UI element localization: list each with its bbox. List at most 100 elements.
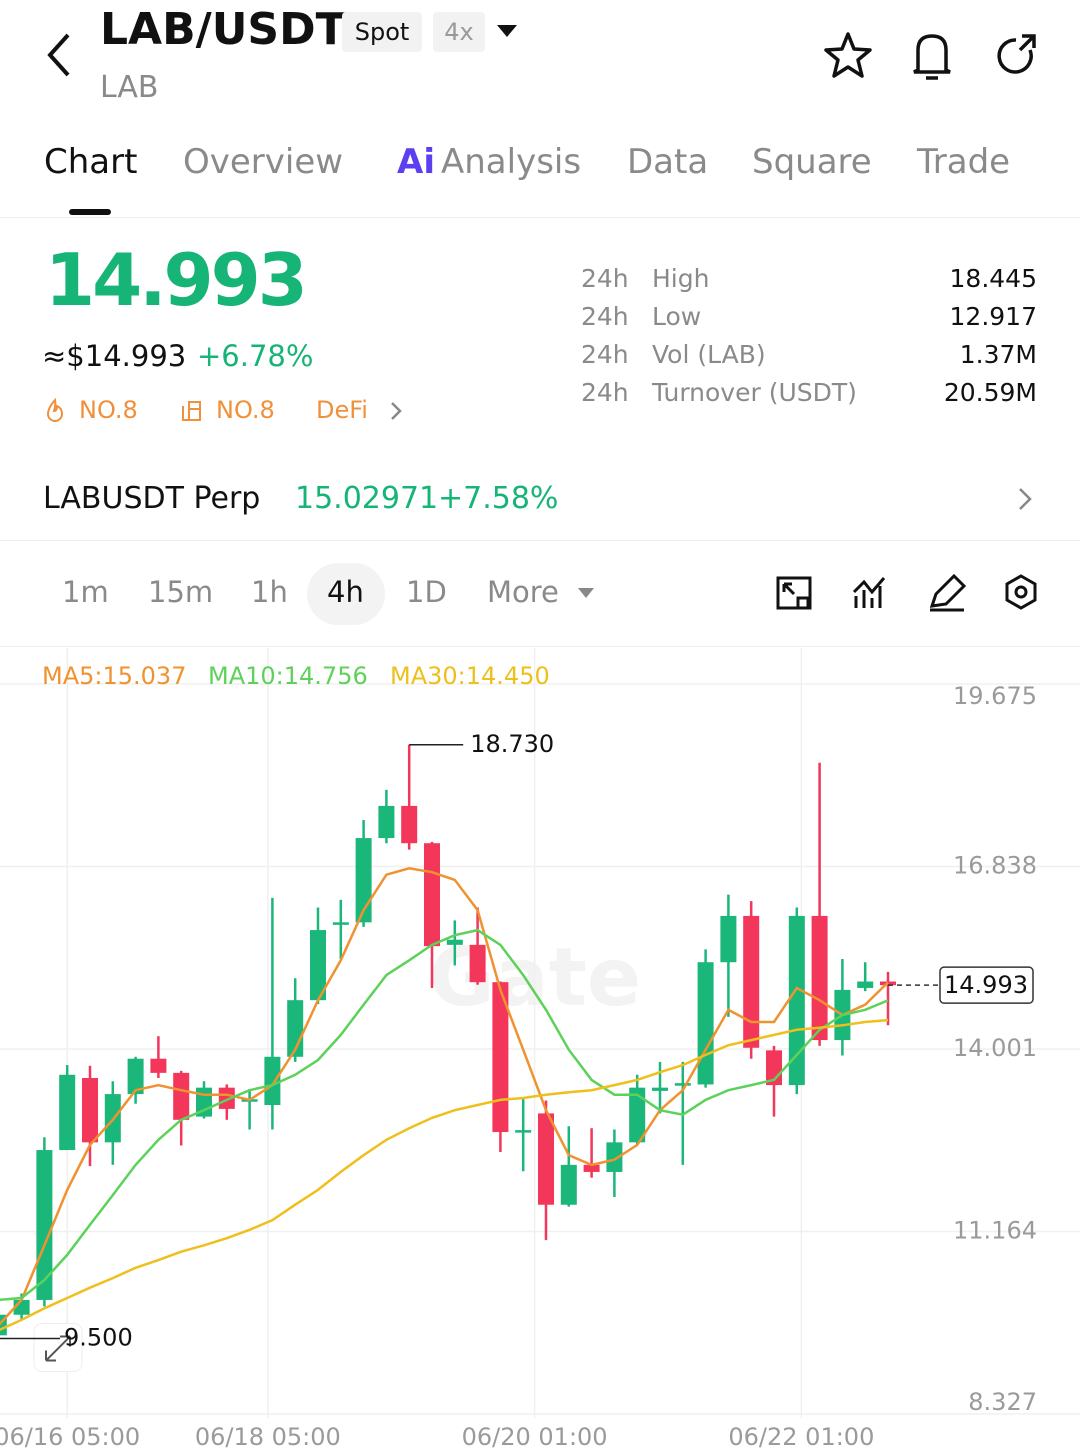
badge: 4x (433, 12, 485, 52)
divider (0, 217, 1080, 218)
candle-body (36, 1150, 53, 1300)
last-price: 14.993 (45, 238, 308, 322)
candle-body (515, 1130, 532, 1133)
fullscreen-icon[interactable] (776, 576, 812, 610)
candle-body (264, 1056, 281, 1106)
draw-icon[interactable] (929, 573, 967, 612)
tab[interactable]: Trade (917, 142, 1011, 182)
legend-entry: MA5:15.037 (42, 662, 186, 690)
annotation-label: 9.500 (64, 1324, 133, 1352)
tab[interactable]: Data (627, 142, 709, 182)
stat-value: 18.445 (949, 264, 1037, 293)
y-tick-label: 19.675 (953, 682, 1037, 710)
tab[interactable]: Chart (44, 142, 138, 182)
candle-body (0, 1314, 7, 1336)
stat-label: 24h (581, 340, 629, 369)
candle-body (492, 982, 509, 1133)
pair-subtitle: LAB (100, 70, 159, 105)
candle-body (378, 805, 395, 839)
x-tick-label: 06/20 01:00 (462, 1423, 608, 1451)
tab[interactable]: Square (752, 142, 872, 182)
candle-body (332, 922, 349, 925)
candle-body (606, 1142, 623, 1172)
share-icon[interactable] (997, 34, 1036, 74)
sector-tag[interactable]: DeFi (316, 396, 368, 424)
rank-tag[interactable]: NO.8 (216, 396, 275, 424)
perp-change: +7.58% (438, 481, 559, 516)
candle-body (446, 939, 463, 945)
pair-title: LAB/USDT (100, 4, 346, 55)
candle-body (424, 843, 440, 947)
last-price-box (939, 966, 1034, 1004)
tab[interactable]: Overview (183, 142, 344, 182)
perp-price: 15.02971 (295, 481, 439, 516)
y-tick-label: 14.001 (953, 1034, 1037, 1062)
rank-tag[interactable]: NO.8 (79, 396, 138, 424)
candle-body (583, 1164, 600, 1172)
settings-icon[interactable] (1014, 585, 1028, 599)
timeframe[interactable]: 1h (251, 575, 288, 609)
stat-value: 1.37M (959, 340, 1037, 369)
candle-body (652, 1087, 668, 1091)
bell-icon[interactable] (913, 34, 951, 80)
cube-icon (182, 401, 201, 421)
candle-body (538, 1113, 554, 1205)
candle-body (469, 944, 486, 983)
flame-icon (46, 398, 64, 422)
x-tick-label: 06/22 01:00 (728, 1423, 874, 1451)
star-icon[interactable] (824, 32, 872, 78)
back-icon[interactable] (40, 30, 80, 80)
stat-label: 24h (581, 302, 629, 331)
candle-body (720, 915, 737, 963)
y-tick-label: 16.838 (953, 852, 1037, 880)
legend-entry: MA30:14.450 (390, 662, 550, 690)
stat-value: 20.59M (943, 378, 1037, 407)
timeframe[interactable]: 4h (327, 575, 364, 609)
chevron-icon[interactable] (388, 400, 404, 422)
tab-underline (69, 209, 111, 215)
candle-body (788, 915, 805, 1086)
ma-line (0, 1018, 889, 1332)
candle-body (355, 838, 372, 923)
stat-label: 24h (581, 264, 629, 293)
header-icons (824, 32, 1036, 80)
timeframe[interactable]: More (487, 575, 559, 609)
badge: Spot (342, 12, 422, 52)
candle-body (560, 1164, 577, 1205)
settings-icon[interactable] (1005, 574, 1037, 610)
candle-body (59, 1074, 76, 1151)
divider (0, 646, 1080, 647)
candle-body (127, 1058, 144, 1095)
timeframe[interactable]: 1D (406, 575, 447, 609)
timeframe[interactable]: 15m (148, 575, 214, 609)
x-tick-label: 06/18 05:00 (195, 1423, 341, 1451)
perp-name[interactable]: LABUSDT Perp (43, 481, 261, 516)
candle-body (218, 1087, 235, 1109)
usd-price: ≈$14.993 (42, 339, 187, 373)
candle-body (150, 1058, 167, 1073)
tab[interactable]: Analysis (441, 142, 582, 182)
chart-tools (776, 573, 1037, 612)
stat-label: High (652, 264, 710, 293)
candle-body (857, 981, 874, 988)
stat-label: 24h (581, 378, 629, 407)
candle-body (674, 1083, 691, 1086)
indicator-icon[interactable] (852, 577, 886, 608)
price-change: +6.78% (197, 339, 314, 373)
ai-icon: Ai (397, 142, 435, 182)
y-tick-label: 11.164 (953, 1217, 1037, 1245)
candle-body (743, 915, 760, 1048)
x-tick-label: 06/16 05:00 (0, 1423, 140, 1451)
ma-line (0, 867, 889, 1326)
dropdown-icon[interactable] (577, 587, 595, 599)
stat-label: Turnover (USDT) (652, 378, 857, 407)
active-pill (307, 563, 385, 625)
dropdown-icon[interactable] (496, 24, 518, 38)
y-tick-label: 8.327 (968, 1388, 1037, 1416)
last-price-label: 14.993 (944, 971, 1028, 999)
candle-body (697, 962, 714, 1085)
chevron-icon[interactable] (1016, 486, 1034, 512)
timeframe[interactable]: 1m (62, 575, 109, 609)
